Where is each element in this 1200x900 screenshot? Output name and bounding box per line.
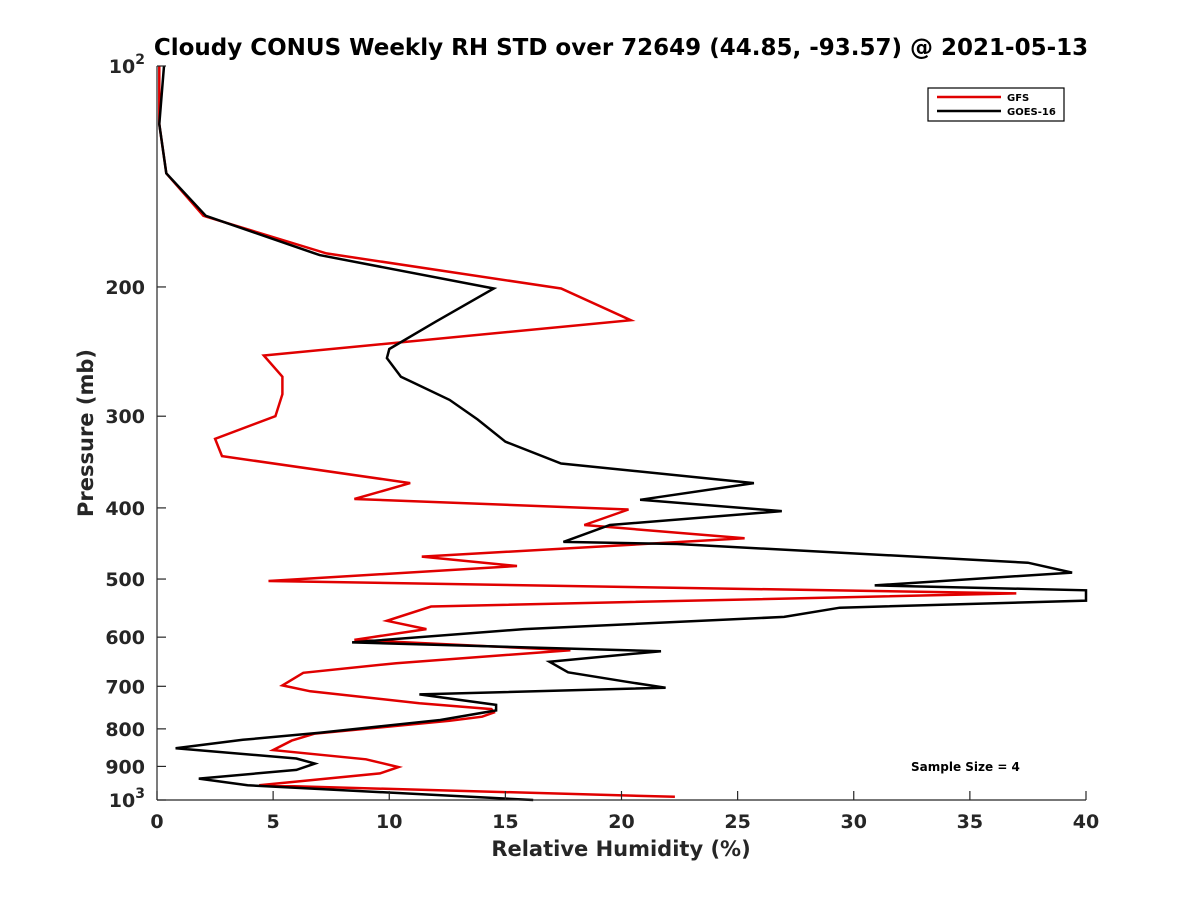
- y-tick-exponent: 2: [135, 52, 145, 68]
- x-tick-label: 25: [724, 811, 750, 833]
- x-tick-label: 30: [841, 811, 867, 833]
- x-tick-label: 35: [957, 811, 983, 833]
- y-tick-label: 800: [105, 719, 145, 741]
- y-tick-label: 200: [105, 277, 145, 299]
- y-tick-exponent: 3: [135, 786, 145, 802]
- y-tick-base: 10: [109, 56, 135, 78]
- y-tick-label: 700: [105, 676, 145, 698]
- legend-label-goes-16: GOES-16: [1007, 107, 1056, 118]
- legend-label-gfs: GFS: [1007, 93, 1029, 104]
- x-axis-title: Relative Humidity (%): [491, 837, 750, 861]
- x-tick-label: 40: [1073, 811, 1099, 833]
- series-layer: [158, 65, 1088, 802]
- x-tick-label: 20: [608, 811, 634, 833]
- y-tick-label: 102: [109, 52, 145, 78]
- series-line-goes-16: [158, 65, 1088, 802]
- x-tick-label: 0: [150, 811, 163, 833]
- y-tick-label: 600: [105, 627, 145, 649]
- x-tick-label: 5: [267, 811, 280, 833]
- y-tick-label: 500: [105, 569, 145, 591]
- plot-area: [157, 66, 1086, 800]
- x-ticks: 0 5 10 15 20 25 30 35 40: [150, 791, 1099, 833]
- y-tick-label: 103: [109, 786, 145, 812]
- legend-box: [927, 87, 1065, 122]
- x-tick-label: 10: [376, 811, 402, 833]
- chart-title: Cloudy CONUS Weekly RH STD over 72649 (4…: [154, 35, 1088, 61]
- y-tick-label: 300: [105, 406, 145, 428]
- y-tick-label: 900: [105, 756, 145, 778]
- sample-size-annotation: Sample Size = 4: [911, 760, 1020, 774]
- y-tick-base: 10: [109, 790, 135, 812]
- y-tick-label: 400: [105, 498, 145, 520]
- y-axis-title: Pressure (mb): [74, 349, 98, 517]
- x-tick-label: 15: [492, 811, 518, 833]
- legend: GFS GOES-16: [927, 87, 1065, 122]
